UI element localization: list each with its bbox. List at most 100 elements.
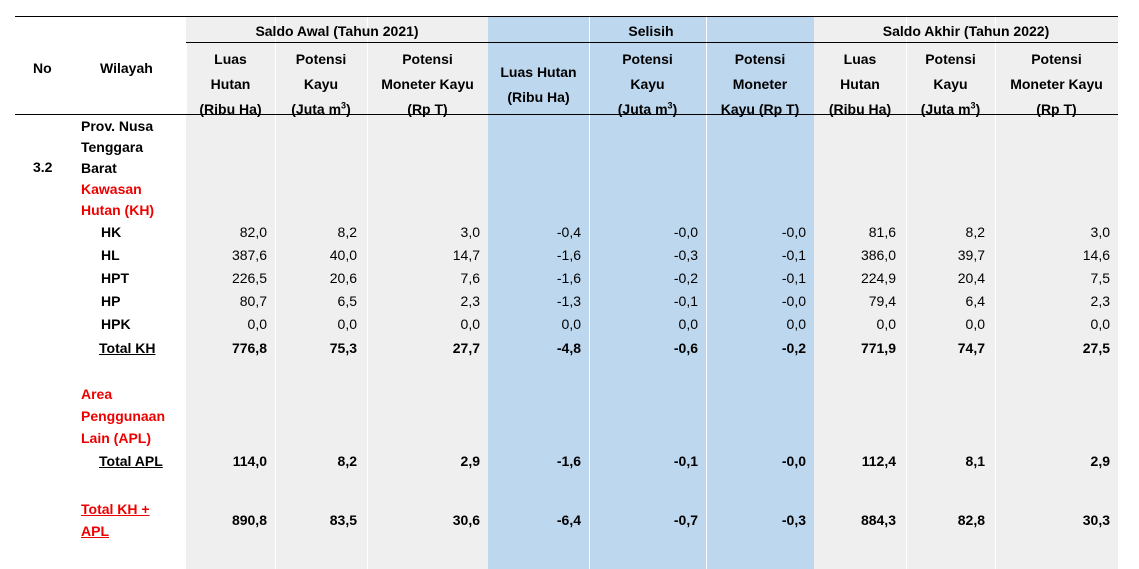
table-cell: -0,0 xyxy=(781,293,806,309)
col-header-luas-hutan-awal: Luas Hutan (Ribu Ha) xyxy=(199,51,262,117)
table-cell: -0,0 xyxy=(781,453,806,469)
section-number: 3.2 xyxy=(33,159,53,175)
table-cell: -0,1 xyxy=(781,247,806,263)
table-cell: 30,6 xyxy=(452,512,480,528)
table-cell: -0,2 xyxy=(781,340,806,356)
kh-section-title-line1: Kawasan xyxy=(81,181,142,197)
apl-section-title-line1: Area xyxy=(81,386,113,402)
table-cell: -1,6 xyxy=(556,270,581,286)
table-cell: 884,3 xyxy=(860,512,896,528)
table-cell: -0,3 xyxy=(781,512,806,528)
table-cell: 20,4 xyxy=(957,270,985,286)
table-cell: 39,7 xyxy=(957,247,985,263)
table-cell: -0,1 xyxy=(673,293,698,309)
col-header-potensi-kayu-selisih: Potensi Kayu (Juta m3) xyxy=(617,51,678,117)
table-cell: 74,7 xyxy=(957,340,985,356)
table-cell: 30,3 xyxy=(1082,512,1110,528)
table-cell: 224,9 xyxy=(860,270,896,286)
province-name-line1: Prov. Nusa xyxy=(81,118,154,134)
group-header-selisih: Selisih xyxy=(628,23,674,39)
group-header-saldo-akhir: Saldo Akhir (Tahun 2022) xyxy=(882,23,1050,39)
table-cell: -4,8 xyxy=(556,340,581,356)
table-cell: 14,7 xyxy=(452,247,480,263)
table-cell: 8,1 xyxy=(965,453,985,469)
row-label: HPT xyxy=(101,270,129,286)
col-divider xyxy=(906,17,907,569)
table-cell: 2,3 xyxy=(460,293,480,309)
table-cell: 2,3 xyxy=(1090,293,1110,309)
table-cell: 27,7 xyxy=(452,340,480,356)
table-cell: -1,3 xyxy=(556,293,581,309)
table-cell: 0,0 xyxy=(678,316,698,332)
table-cell: 0,0 xyxy=(876,316,896,332)
grand-total-title-line1: Total KH + xyxy=(81,501,150,517)
table-cell: -0,4 xyxy=(556,224,581,240)
table-cell: 75,3 xyxy=(329,340,357,356)
col-header-wilayah: Wilayah xyxy=(100,60,153,76)
table-cell: 8,2 xyxy=(337,224,357,240)
table-cell: -0,3 xyxy=(673,247,698,263)
col-header-luas-hutan-akhir: Luas Hutan (Ribu Ha) xyxy=(828,51,892,117)
table-cell: 79,4 xyxy=(868,293,896,309)
table-cell: 6,5 xyxy=(337,293,357,309)
row-label: HK xyxy=(101,224,122,240)
table-cell: 3,0 xyxy=(460,224,480,240)
col-divider xyxy=(995,17,996,569)
table-cell: 112,4 xyxy=(861,453,896,469)
table-cell: 0,0 xyxy=(561,316,581,332)
col-divider xyxy=(186,42,187,114)
table-cell: 0,0 xyxy=(247,316,267,332)
col-divider xyxy=(706,17,707,569)
selisih-band xyxy=(488,17,814,569)
table-cell: 7,6 xyxy=(460,270,480,286)
table-cell: -6,4 xyxy=(556,512,581,528)
table-cell: 2,9 xyxy=(460,453,480,469)
table-cell: -0,0 xyxy=(673,224,698,240)
col-header-potensi-moneter-selisih: Potensi Moneter Kayu (Rp T) xyxy=(720,51,800,117)
table-cell: 83,5 xyxy=(329,512,357,528)
table-cell: 2,9 xyxy=(1090,453,1110,469)
apl-section-title-line3: Lain (APL) xyxy=(81,430,151,446)
table-cell: -1,6 xyxy=(556,247,581,263)
col-divider xyxy=(367,17,368,569)
table-cell: 3,0 xyxy=(1090,224,1110,240)
table-cell: 0,0 xyxy=(965,316,985,332)
table-cell: 40,0 xyxy=(329,247,357,263)
table-top-rule xyxy=(15,16,1118,17)
saldo-akhir-band xyxy=(814,17,1118,569)
group-header-saldo-awal: Saldo Awal (Tahun 2021) xyxy=(255,23,419,39)
grand-total-title-line2: APL xyxy=(81,523,109,539)
kh-section-title-line2: Hutan (KH) xyxy=(81,202,155,218)
table-cell: 6,4 xyxy=(965,293,985,309)
col-header-no: No xyxy=(33,60,52,76)
table-cell: -0,0 xyxy=(781,224,806,240)
table-cell: 80,7 xyxy=(239,293,267,309)
table-cell: 890,8 xyxy=(231,512,267,528)
table-cell: -1,6 xyxy=(556,453,581,469)
col-divider xyxy=(275,17,276,569)
table-cell: 7,5 xyxy=(1090,270,1110,286)
table-cell: 387,6 xyxy=(231,247,267,263)
table-cell: 114,0 xyxy=(232,453,267,469)
group-header-rule xyxy=(186,42,1118,43)
col-header-potensi-moneter-awal: Potensi Moneter Kayu (Rp T) xyxy=(381,51,474,117)
col-header-potensi-kayu-akhir: Potensi Kayu (Juta m3) xyxy=(920,51,981,117)
table-cell: 14,6 xyxy=(1082,247,1110,263)
header-bottom-rule xyxy=(15,114,1118,115)
table-cell: 0,0 xyxy=(786,316,806,332)
col-header-potensi-kayu-awal: Potensi Kayu (Juta m3) xyxy=(291,51,351,117)
table-cell: 82,8 xyxy=(957,512,985,528)
row-label: HPK xyxy=(101,316,131,332)
table-cell: 0,0 xyxy=(337,316,357,332)
row-label: HL xyxy=(101,247,120,263)
table-cell: 81,6 xyxy=(868,224,896,240)
table-cell: -0,2 xyxy=(673,270,698,286)
table-cell: 0,0 xyxy=(1090,316,1110,332)
table-cell: 776,8 xyxy=(231,340,267,356)
table-cell: 226,5 xyxy=(231,270,267,286)
row-label: Total KH xyxy=(99,340,156,356)
table-cell: 27,5 xyxy=(1082,340,1110,356)
table-cell: 771,9 xyxy=(860,340,896,356)
saldo-awal-band xyxy=(186,17,488,569)
table-cell: -0,6 xyxy=(673,340,698,356)
